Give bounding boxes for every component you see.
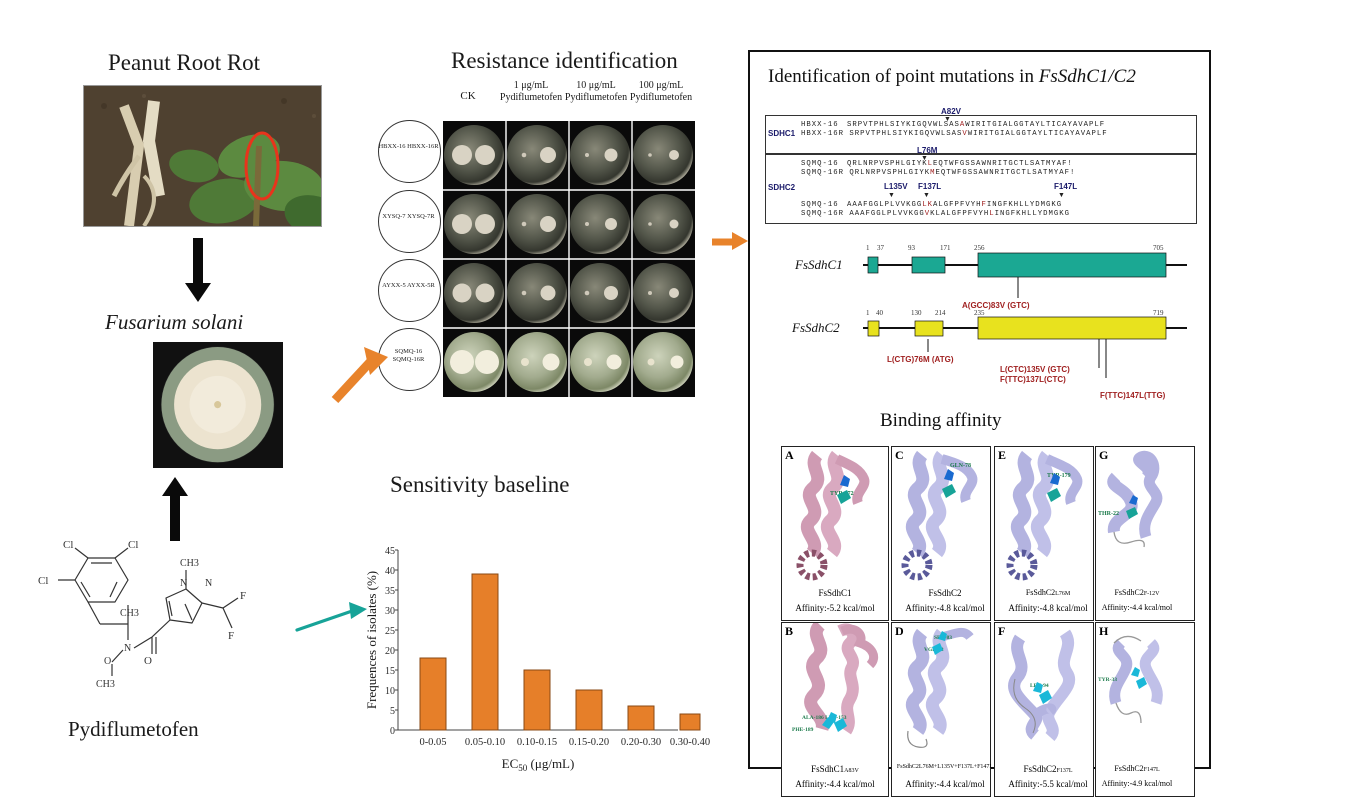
svg-text:705: 705: [1153, 244, 1164, 252]
svg-text:A(GCC)83V (GTC): A(GCC)83V (GTC): [962, 301, 1030, 310]
svg-text:CH3: CH3: [96, 679, 115, 690]
svg-text:TYR-33: TYR-33: [1098, 677, 1117, 683]
svg-text:171: 171: [940, 244, 951, 252]
svg-text:0: 0: [390, 726, 395, 737]
svg-text:0.05-0.10: 0.05-0.10: [465, 737, 505, 748]
svg-text:0.30-0.40: 0.30-0.40: [670, 737, 710, 748]
svg-text:Cl: Cl: [63, 540, 73, 551]
svg-text:N: N: [124, 643, 131, 654]
svg-text:0-0.05: 0-0.05: [419, 737, 446, 748]
svg-text:O: O: [104, 656, 111, 667]
svg-text:40: 40: [876, 309, 884, 317]
svg-text:37: 37: [877, 244, 885, 252]
svg-text:THR-22: THR-22: [1098, 511, 1119, 517]
svg-text:O: O: [144, 655, 152, 667]
svg-text:0.10-0.15: 0.10-0.15: [517, 737, 557, 748]
svg-text:Cl: Cl: [128, 540, 138, 551]
svg-text:93: 93: [908, 244, 916, 252]
svg-text:GLN-78: GLN-78: [950, 463, 971, 469]
svg-text:1: 1: [866, 309, 870, 317]
svg-text:Cl: Cl: [38, 575, 48, 587]
svg-text:15: 15: [385, 666, 395, 677]
svg-text:719: 719: [1153, 309, 1164, 317]
svg-text:F: F: [228, 630, 234, 642]
svg-text:F: F: [240, 590, 246, 602]
svg-text:45: 45: [385, 546, 395, 557]
svg-text:CH3: CH3: [180, 558, 199, 569]
svg-text:FsSdhC1: FsSdhC1: [794, 257, 843, 272]
svg-text:N: N: [180, 578, 187, 589]
svg-text:214: 214: [935, 309, 946, 317]
svg-text:5: 5: [390, 706, 395, 717]
svg-text:F(TTC)147L(TTG): F(TTC)147L(TTG): [1100, 391, 1166, 400]
svg-text:40: 40: [385, 566, 395, 577]
svg-text:0.20-0.30: 0.20-0.30: [621, 737, 661, 748]
svg-text:130: 130: [911, 309, 922, 317]
svg-text:FsSdhC2: FsSdhC2: [791, 320, 840, 335]
svg-text:1: 1: [866, 244, 870, 252]
svg-text:35: 35: [385, 586, 395, 597]
svg-text:L(CTC)135V (GTC): L(CTC)135V (GTC): [1000, 365, 1070, 374]
svg-text:EC50 (μg/mL): EC50 (μg/mL): [502, 756, 575, 773]
svg-text:10: 10: [385, 686, 395, 697]
svg-text:Frequences of isolates (%): Frequences of isolates (%): [364, 571, 379, 709]
svg-text:25: 25: [385, 626, 395, 637]
svg-text:20: 20: [385, 646, 395, 657]
svg-text:235: 235: [974, 309, 985, 317]
svg-text:256: 256: [974, 244, 985, 252]
svg-text:F(TTC)137L(CTC): F(TTC)137L(CTC): [1000, 375, 1066, 384]
svg-text:CH3: CH3: [120, 608, 139, 619]
svg-text:30: 30: [385, 606, 395, 617]
svg-text:PHE-189: PHE-189: [792, 727, 814, 733]
svg-text:0.15-0.20: 0.15-0.20: [569, 737, 609, 748]
svg-text:N: N: [205, 578, 212, 589]
svg-text:L(CTG)76M (ATG): L(CTG)76M (ATG): [887, 355, 954, 364]
